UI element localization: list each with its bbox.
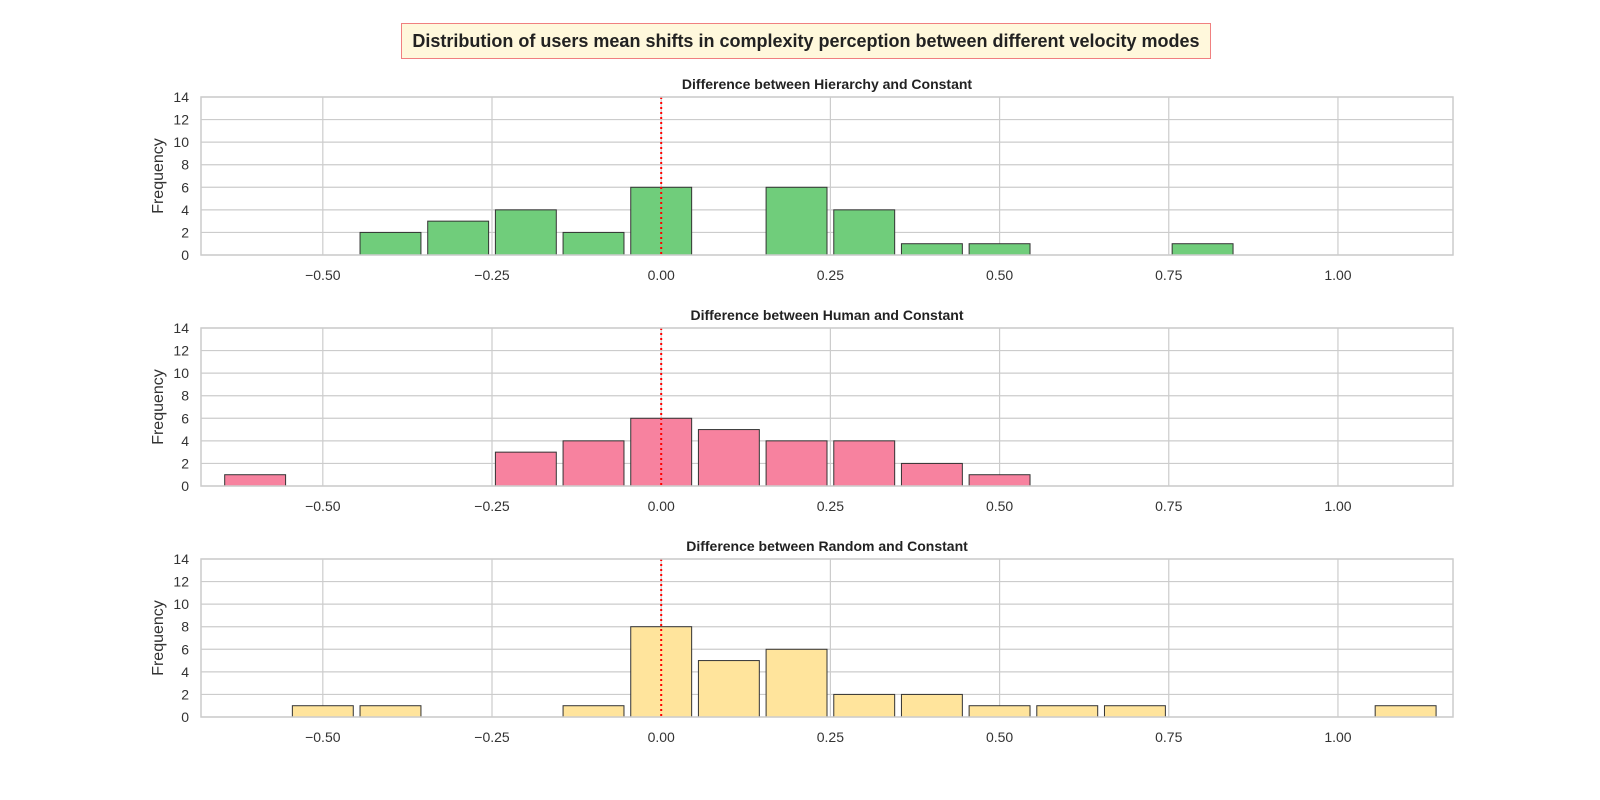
y-tick-label: 2 [181, 224, 189, 240]
histogram-bar [359, 705, 422, 718]
y-tick-label: 14 [173, 551, 189, 567]
plot-frame [200, 327, 1454, 487]
x-tick-label: 0.50 [986, 498, 1013, 514]
figure-title: Distribution of users mean shifts in com… [401, 23, 1211, 59]
x-tick-label: 0.00 [648, 498, 675, 514]
y-tick-label: 12 [173, 343, 189, 359]
y-tick-label: 6 [181, 179, 189, 195]
y-tick-label: 0 [181, 247, 189, 263]
histogram-bar [697, 660, 760, 718]
panel-title: Difference between Hierarchy and Constan… [682, 76, 973, 92]
chart-panel-2: Difference between Human and Constant 0 2 4… [150, 307, 1454, 514]
histogram-bar [427, 220, 490, 256]
x-tick-label: 1.00 [1324, 729, 1351, 745]
histogram-bar [697, 429, 760, 487]
y-tick-label: 10 [173, 596, 189, 612]
x-tick-label: 0.25 [817, 729, 844, 745]
histogram-bar [833, 693, 896, 718]
plot-frame [200, 558, 1454, 718]
chart-panel-3: Difference between Random and Constant 0 2… [150, 538, 1454, 745]
y-tick-label: 10 [173, 134, 189, 150]
x-tick-label: 0.50 [986, 729, 1013, 745]
histogram-bar [1103, 705, 1166, 718]
histogram-bar [968, 243, 1031, 256]
histogram-bar [562, 231, 625, 256]
y-tick-label: 12 [173, 112, 189, 128]
histogram-bar [968, 705, 1031, 718]
histogram-bar [494, 209, 557, 256]
histogram-bar [494, 451, 557, 487]
y-tick-label: 0 [181, 709, 189, 725]
y-tick-label: 0 [181, 478, 189, 494]
y-tick-label: 4 [181, 433, 189, 449]
y-axis-label: Frequency [150, 600, 167, 676]
x-tick-label: 0.50 [986, 267, 1013, 283]
y-tick-label: 8 [181, 619, 189, 635]
y-tick-label: 6 [181, 641, 189, 657]
y-tick-label: 4 [181, 202, 189, 218]
y-axis-label: Frequency [150, 138, 167, 214]
y-tick-label: 8 [181, 388, 189, 404]
histogram-bar [900, 243, 963, 256]
histogram-bar [562, 705, 625, 718]
histogram-bar [765, 186, 828, 256]
x-tick-label: 1.00 [1324, 267, 1351, 283]
histogram-bar [833, 440, 896, 487]
chart-panel-1: Difference between Hierarchy and Constan… [150, 76, 1454, 283]
y-tick-label: 12 [173, 574, 189, 590]
y-tick-label: 14 [173, 320, 189, 336]
y-tick-label: 4 [181, 664, 189, 680]
histogram-bar [900, 462, 963, 487]
x-tick-label: −0.25 [474, 498, 510, 514]
histogram-bar [765, 440, 828, 487]
x-tick-label: 1.00 [1324, 498, 1351, 514]
panel-title: Difference between Random and Constant [686, 538, 968, 554]
x-tick-label: 0.00 [648, 267, 675, 283]
x-tick-label: −0.50 [305, 498, 341, 514]
histogram-bar [1036, 705, 1099, 718]
histogram-bar [291, 705, 354, 718]
histogram-bar [562, 440, 625, 487]
x-tick-label: 0.75 [1155, 267, 1182, 283]
x-tick-label: −0.50 [305, 267, 341, 283]
y-tick-label: 14 [173, 89, 189, 105]
x-tick-label: 0.25 [817, 267, 844, 283]
histogram-bar [1171, 243, 1234, 256]
y-tick-label: 8 [181, 157, 189, 173]
x-tick-label: 0.75 [1155, 498, 1182, 514]
histogram-bar [630, 626, 693, 718]
histogram-bar [833, 209, 896, 256]
histogram-bar [224, 474, 287, 487]
histogram-bar [1374, 705, 1437, 718]
y-tick-label: 6 [181, 410, 189, 426]
panel-title: Difference between Human and Constant [690, 307, 963, 323]
y-tick-label: 2 [181, 686, 189, 702]
x-tick-label: −0.25 [474, 267, 510, 283]
y-axis-label: Frequency [150, 369, 167, 445]
x-tick-label: 0.25 [817, 498, 844, 514]
y-tick-label: 10 [173, 365, 189, 381]
x-tick-label: −0.25 [474, 729, 510, 745]
x-tick-label: 0.00 [648, 729, 675, 745]
x-tick-label: −0.50 [305, 729, 341, 745]
histogram-bar [765, 648, 828, 718]
y-tick-label: 2 [181, 455, 189, 471]
plot-frame [200, 96, 1454, 256]
histogram-bar [968, 474, 1031, 487]
histogram-bar [900, 693, 963, 718]
x-tick-label: 0.75 [1155, 729, 1182, 745]
histogram-bar [359, 231, 422, 256]
